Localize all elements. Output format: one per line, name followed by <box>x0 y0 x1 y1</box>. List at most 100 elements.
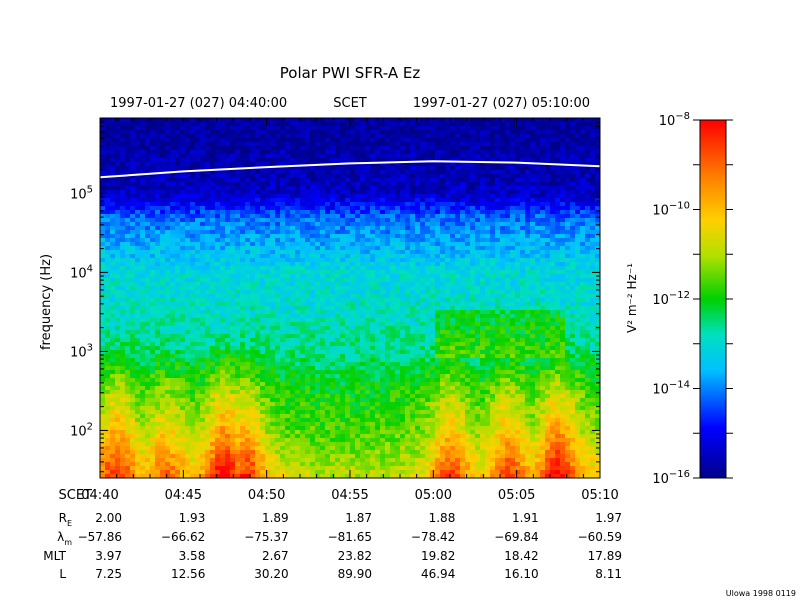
spectrogram-cell <box>225 150 231 155</box>
spectrogram-cell <box>135 158 141 163</box>
spectrogram-cell <box>225 182 231 187</box>
spectrogram-cell <box>360 322 366 327</box>
spectrogram-cell <box>185 258 191 263</box>
spectrogram-cell <box>265 434 271 439</box>
spectrogram-cell <box>295 370 301 375</box>
spectrogram-cell <box>230 438 236 443</box>
spectrogram-cell <box>350 298 356 303</box>
spectrogram-cell <box>325 346 331 351</box>
spectrogram-cell <box>115 358 121 363</box>
spectrogram-cell <box>120 270 126 275</box>
spectrogram-cell <box>255 314 261 319</box>
spectrogram-cell <box>125 194 131 199</box>
spectrogram-cell <box>285 462 291 467</box>
spectrogram-cell <box>240 162 246 167</box>
spectrogram-cell <box>280 430 286 435</box>
spectrogram-cell <box>190 210 196 215</box>
spectrogram-cell <box>175 146 181 151</box>
spectrogram-cell <box>360 262 366 267</box>
spectrogram-cell <box>170 454 176 459</box>
spectrogram-cell <box>210 162 216 167</box>
spectrogram-cell <box>170 226 176 231</box>
spectrogram-cell <box>150 254 156 259</box>
spectrogram-cell <box>115 398 121 403</box>
spectrogram-cell <box>235 334 241 339</box>
spectrogram-cell <box>250 410 256 415</box>
spectrogram-cell <box>215 234 221 239</box>
spectrogram-cell <box>340 182 346 187</box>
spectrogram-cell <box>270 326 276 331</box>
spectrogram-cell <box>355 170 361 175</box>
spectrogram-cell <box>120 422 126 427</box>
spectrogram-cell <box>115 374 121 379</box>
spectrogram-cell <box>370 130 376 135</box>
spectrogram-cell <box>130 158 136 163</box>
spectrogram-cell <box>375 234 381 239</box>
spectrogram-cell <box>185 226 191 231</box>
spectrogram-cell <box>255 206 261 211</box>
spectrogram-cell <box>245 242 251 247</box>
spectrogram-cell <box>180 206 186 211</box>
spectrogram-cell <box>190 242 196 247</box>
spectrogram-cell <box>325 290 331 295</box>
spectrogram-cell <box>245 414 251 419</box>
spectrogram-cell <box>370 250 376 255</box>
spectrogram-cell <box>120 238 126 243</box>
spectrogram-cell <box>305 134 311 139</box>
spectrogram-cell <box>155 154 161 159</box>
spectrogram-cell <box>270 354 276 359</box>
spectrogram-cell <box>345 314 351 319</box>
spectrogram-cell <box>250 442 256 447</box>
spectrogram-cell <box>115 290 121 295</box>
spectrogram-cell <box>285 350 291 355</box>
spectrogram-cell <box>260 446 266 451</box>
spectrogram-cell <box>265 298 271 303</box>
spectrogram-cell <box>295 454 301 459</box>
spectrogram-cell <box>275 182 281 187</box>
spectrogram-cell <box>230 466 236 471</box>
spectrogram-cell <box>190 166 196 171</box>
spectrogram-cell <box>115 470 121 475</box>
spectrogram-cell <box>250 198 256 203</box>
spectrogram-cell <box>375 226 381 231</box>
spectrogram-cell <box>335 330 341 335</box>
spectrogram-cell <box>245 426 251 431</box>
spectrogram-cell <box>170 350 176 355</box>
spectrogram-cell <box>360 270 366 275</box>
spectrogram-cell <box>170 342 176 347</box>
spectrogram-cell <box>355 186 361 191</box>
spectrogram-cell <box>190 186 196 191</box>
spectrogram-cell <box>160 326 166 331</box>
spectrogram-cell <box>370 214 376 219</box>
spectrogram-cell <box>105 234 111 239</box>
spectrogram-cell <box>190 146 196 151</box>
spectrogram-cell <box>350 386 356 391</box>
spectrogram-cell <box>155 222 161 227</box>
spectrogram-cell <box>230 386 236 391</box>
spectrogram-cell <box>255 358 261 363</box>
spectrogram-cell <box>335 170 341 175</box>
spectrogram-cell <box>265 222 271 227</box>
spectrogram-cell <box>305 366 311 371</box>
spectrogram-cell <box>245 418 251 423</box>
spectrogram-cell <box>120 346 126 351</box>
spectrogram-cell <box>135 214 141 219</box>
spectrogram-cell <box>300 254 306 259</box>
spectrogram-cell <box>175 210 181 215</box>
spectrogram-cell <box>140 298 146 303</box>
spectrogram-cell <box>195 126 201 131</box>
spectrogram-cell <box>240 238 246 243</box>
spectrogram-cell <box>180 246 186 251</box>
spectrogram-cell <box>260 162 266 167</box>
spectrogram-cell <box>155 354 161 359</box>
spectrogram-cell <box>325 438 331 443</box>
spectrogram-cell <box>205 418 211 423</box>
spectrogram-cell <box>170 158 176 163</box>
spectrogram-cell <box>155 242 161 247</box>
spectrogram-cell <box>240 422 246 427</box>
spectrogram-cell <box>250 314 256 319</box>
spectrogram-cell <box>310 438 316 443</box>
spectrogram-cell <box>120 230 126 235</box>
spectrogram-cell <box>255 138 261 143</box>
spectrogram-cell <box>310 234 316 239</box>
